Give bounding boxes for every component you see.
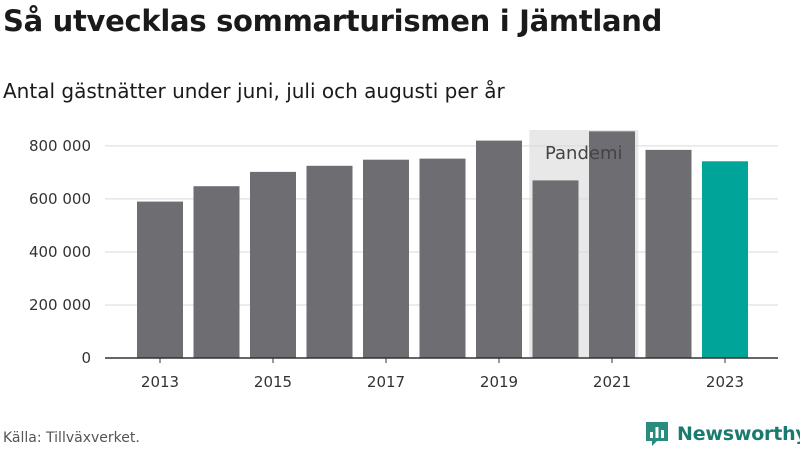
bar-2016	[306, 165, 353, 358]
y-tick-label: 400 000	[29, 243, 91, 261]
brand-name: Newsworthy	[677, 423, 800, 445]
bar-2017	[363, 159, 409, 358]
bar-2015	[250, 171, 296, 358]
bar-2018	[419, 158, 466, 358]
x-tick-label: 2023	[706, 373, 744, 391]
bar-2019	[476, 140, 522, 358]
x-tick-label: 2015	[254, 373, 292, 391]
x-tick-label: 2017	[367, 373, 405, 391]
bar-2020	[532, 180, 579, 358]
chart-title: Så utvecklas sommarturismen i Jämtland	[3, 4, 663, 38]
bar-2022	[645, 149, 692, 358]
bar-chart-speech-bubble-icon	[646, 422, 668, 446]
y-tick-label: 800 000	[29, 137, 91, 155]
newsworthy-logo[interactable]: Newsworthy	[644, 420, 800, 448]
chart-subtitle: Antal gästnätter under juni, juli och au…	[3, 79, 505, 103]
bar-2023	[702, 161, 748, 358]
source-note: Källa: Tillväxverket.	[3, 430, 140, 446]
pandemic-label: Pandemi	[545, 143, 623, 164]
bar-2021	[589, 131, 635, 358]
x-tick-label: 2021	[593, 373, 631, 391]
bar-2013	[137, 201, 183, 358]
y-tick-label: 600 000	[29, 190, 91, 208]
bar-2014	[193, 186, 240, 358]
bar-chart: Pandemi 0 200 000 400 000 600 000 800 000 2013…	[29, 130, 778, 391]
x-tick-label: 2013	[141, 373, 179, 391]
y-tick-label: 200 000	[29, 296, 91, 314]
y-tick-label: 0	[81, 349, 91, 367]
x-tick-label: 2019	[480, 373, 518, 391]
